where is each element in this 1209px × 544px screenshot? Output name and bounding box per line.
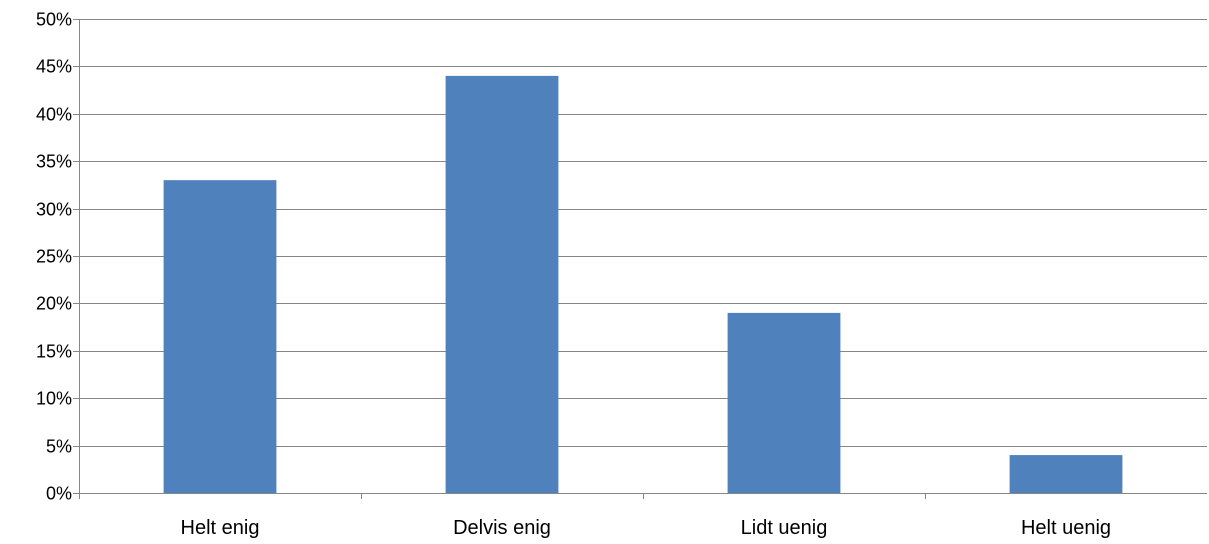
y-tick-label: 20%	[36, 294, 72, 314]
x-category-labels: Helt enig Delvis enig Lidt uenig Helt uenig	[181, 517, 1112, 539]
y-tick-label: 30%	[36, 200, 72, 220]
x-category-label: Helt enig	[181, 517, 260, 539]
y-tick-label: 5%	[46, 437, 72, 457]
y-tick-label: 15%	[36, 342, 72, 362]
y-tick-label: 0%	[46, 484, 72, 504]
y-tick-label: 45%	[36, 57, 72, 77]
y-tick-labels: 0% 5% 10% 15% 20% 25% 30% 35% 40% 45% 50%	[36, 10, 72, 504]
x-category-label: Delvis enig	[453, 517, 551, 539]
x-category-label: Lidt uenig	[741, 517, 828, 539]
x-category-label: Helt uenig	[1021, 517, 1111, 539]
y-tick-label: 35%	[36, 152, 72, 172]
bar-4	[1009, 455, 1123, 493]
y-tick-label: 40%	[36, 105, 72, 125]
bar-2	[445, 75, 559, 493]
y-tick-label: 50%	[36, 10, 72, 30]
y-tick-label: 25%	[36, 247, 72, 267]
bars	[163, 75, 1123, 493]
bar-1	[163, 180, 277, 493]
y-tick-label: 10%	[36, 389, 72, 409]
bar-3	[727, 312, 841, 493]
axes	[73, 19, 1207, 499]
